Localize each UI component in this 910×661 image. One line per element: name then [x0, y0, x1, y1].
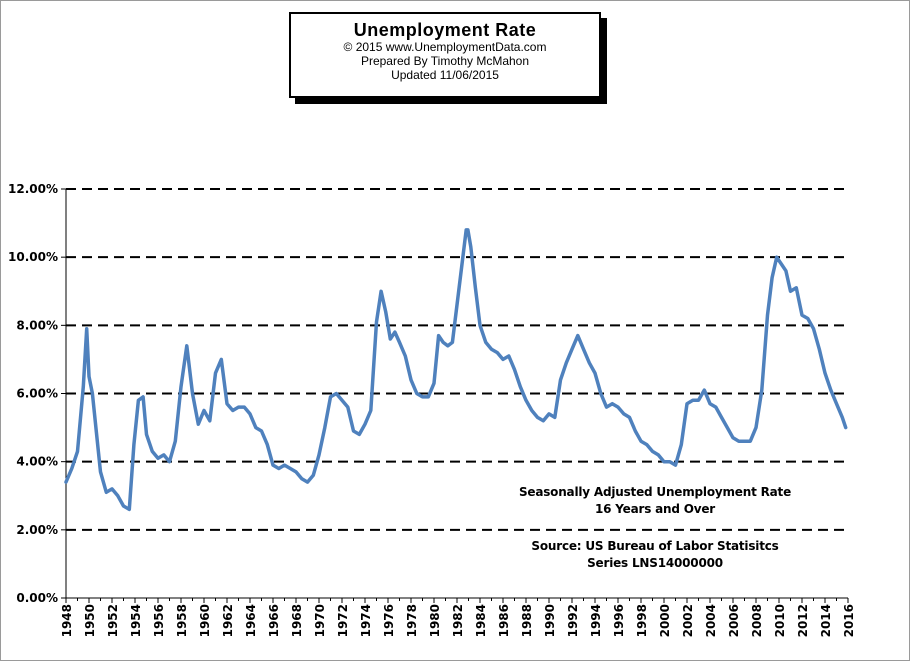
source-line-1: Source: US Bureau of Labor Statisitcs [531, 539, 779, 553]
x-tick-label: 1962 [221, 604, 235, 637]
x-tick-label: 1964 [244, 604, 258, 637]
x-tick-label: 1954 [129, 604, 143, 637]
x-tick-label: 1958 [175, 604, 189, 637]
x-tick-label: 1976 [382, 604, 396, 637]
x-tick-label: 2008 [750, 604, 764, 637]
x-tick-label: 1950 [83, 604, 97, 637]
x-tick-label: 1990 [543, 604, 557, 637]
x-tick-label: 1972 [336, 604, 350, 637]
x-tick-label: 2004 [704, 604, 718, 637]
x-tick-label: 1974 [359, 604, 373, 637]
x-tick-label: 1970 [313, 604, 327, 637]
x-tick-label: 1988 [520, 604, 534, 637]
y-tick-label: 2.00% [16, 523, 58, 537]
x-tick-label: 1968 [290, 604, 304, 637]
x-tick-label: 1998 [635, 604, 649, 637]
source-note: Source: US Bureau of Labor Statisitcs Se… [505, 538, 805, 572]
series-description: Seasonally Adjusted Unemployment Rate 16… [505, 484, 805, 518]
chart-title: Unemployment Rate [353, 20, 537, 40]
x-tick-label: 2002 [681, 604, 695, 637]
x-tick-label: 2006 [727, 604, 741, 637]
x-tick-label: 2000 [658, 604, 672, 637]
y-tick-label: 6.00% [16, 387, 58, 401]
x-tick-label: 1956 [152, 604, 166, 637]
x-tick-label: 2010 [773, 604, 787, 637]
y-tick-label: 10.00% [8, 250, 58, 264]
x-tick-label: 1982 [451, 604, 465, 637]
y-tick-label: 0.00% [16, 591, 58, 605]
x-tick-label: 1992 [566, 604, 580, 637]
x-tick-label: 2014 [819, 604, 833, 637]
x-tick-label: 2016 [842, 604, 856, 637]
x-tick-label: 1966 [267, 604, 281, 637]
x-tick-label: 2012 [796, 604, 810, 637]
x-tick-label: 1986 [497, 604, 511, 637]
y-tick-label: 4.00% [16, 455, 58, 469]
x-tick-label: 1978 [405, 604, 419, 637]
x-tick-label: 1996 [612, 604, 626, 637]
x-tick-label: 1960 [198, 604, 212, 637]
x-tick-label: 1984 [474, 604, 488, 637]
description-line-2: 16 Years and Over [594, 502, 716, 516]
copyright-line: © 2015 www.UnemploymentData.com [343, 40, 547, 54]
title-box: Unemployment Rate © 2015 www.Unemploymen… [289, 12, 601, 98]
prepared-by-line: Prepared By Timothy McMahon [360, 54, 530, 68]
y-tick-label: 12.00% [8, 182, 58, 196]
unemployment-rate-line [64, 228, 848, 512]
source-line-2: Series LNS14000000 [587, 556, 723, 570]
x-tick-label: 1952 [106, 604, 120, 637]
x-tick-label: 1994 [589, 604, 603, 637]
description-line-1: Seasonally Adjusted Unemployment Rate [518, 485, 792, 499]
x-tick-label: 1948 [60, 604, 74, 637]
x-tick-label: 1980 [428, 604, 442, 637]
y-tick-label: 8.00% [16, 318, 58, 332]
updated-line: Updated 11/06/2015 [391, 68, 499, 82]
